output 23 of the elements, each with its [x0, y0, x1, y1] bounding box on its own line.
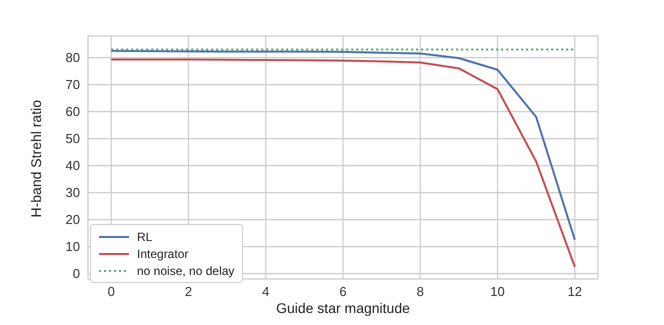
y-tick-label: 10: [66, 239, 80, 254]
line-series: [110, 58, 576, 268]
legend-label: Integrator: [137, 246, 188, 260]
x-tick-label: 12: [568, 284, 582, 300]
x-axis-title: Guide star magnitude: [276, 300, 410, 316]
x-tick-label: 8: [416, 284, 424, 300]
x-tick-label: 6: [339, 284, 347, 300]
y-tick-label: 70: [66, 77, 80, 92]
y-tick-label: 20: [66, 212, 80, 228]
y-tick-label: 60: [66, 104, 80, 120]
y-tick-label: 30: [66, 185, 80, 200]
legend-label: no noise, no delay: [137, 264, 234, 278]
x-tick-label: 0: [108, 284, 115, 300]
legend-label: RL: [137, 230, 152, 244]
x-tick-label: 10: [490, 284, 505, 300]
y-tick-label: 50: [66, 131, 80, 146]
line-series: [110, 50, 576, 241]
x-tick-label: 2: [184, 284, 192, 300]
y-tick-label: 0: [72, 266, 80, 282]
y-tick-label: 80: [66, 50, 80, 66]
y-tick-label: 40: [66, 158, 80, 174]
y-axis-title: H-band Strehl ratio: [28, 100, 44, 218]
x-tick-label: 4: [262, 284, 270, 300]
